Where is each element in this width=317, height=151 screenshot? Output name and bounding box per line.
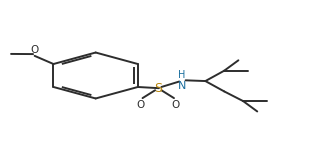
Text: O: O [30,45,39,55]
Text: S: S [154,82,162,95]
Text: O: O [171,100,180,110]
Text: O: O [137,100,145,110]
Text: H: H [178,70,185,80]
Text: N: N [178,81,186,91]
